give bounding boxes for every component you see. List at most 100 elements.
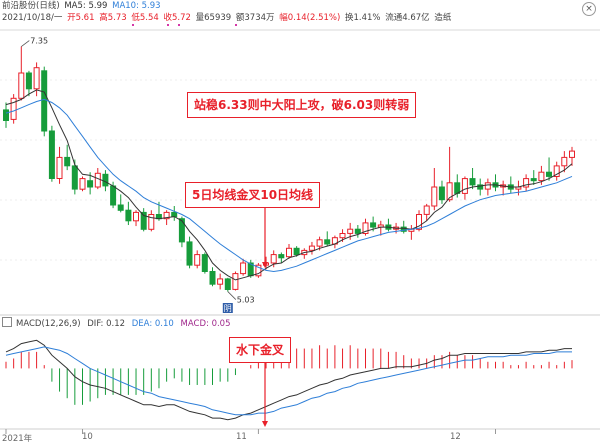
candle-body [71,165,78,190]
candle-body [546,171,552,177]
annotation-middle-arrow-head [262,262,268,268]
date-tick: 2021年 [2,434,33,444]
event-marker [167,24,169,26]
candle-body [347,228,354,234]
candle-body [523,178,530,188]
float-cap-label: 流通4.67亿 [385,13,430,23]
candle-body [140,211,147,230]
candle-body [339,233,346,239]
close-label: 收5.72 [163,13,191,23]
candle-body [477,184,484,190]
candle-body [56,156,63,179]
header-line-1: 前沿股份(日线) MA5: 5.99 MA10: 5.93 [2,1,163,12]
annotation-bottom: 水下金叉 [229,337,292,363]
candle-body [232,273,239,290]
ma10-label: MA10: 5.93 [112,1,161,11]
low-price-pointer [227,291,237,300]
candle-body [270,254,277,264]
candle-body [125,209,132,222]
candle-body [416,214,422,230]
ma5-line [5,89,573,281]
candle-body [102,173,109,187]
candle-body [217,278,224,285]
date-tick: 11 [236,432,247,442]
candle-body [3,109,9,122]
candle-body [48,130,55,179]
dea-line [5,346,572,416]
low-label: 低5.54 [131,13,159,23]
candle-body [461,178,468,194]
macd-title: MACD(12,26,9) [16,319,81,329]
candle-body [18,72,25,99]
chart-header: 前沿股份(日线) MA5: 5.99 MA10: 5.93 2021/10/18… [0,0,600,30]
candle-body [278,254,285,259]
candle-body [553,165,560,177]
candle-body [64,156,71,167]
candle-body [171,211,178,218]
candle-body [148,214,155,230]
event-marker [132,24,134,26]
ma5-label: MA5: 5.99 [64,1,108,11]
candle-body [79,178,86,190]
candle-body [133,211,139,222]
candle-body [224,278,231,290]
change-label: 幅0.14(2.51%) [279,13,341,23]
candle-body [454,182,461,194]
volume-label: 量65939 [195,13,232,23]
candle-body [293,247,300,256]
candle-body [370,222,377,228]
date-label: 2021/10/18/一 [2,13,63,23]
macd-toggle-box[interactable] [2,317,12,327]
amount-label: 额3734万 [235,13,275,23]
candle-body [446,182,453,201]
date-axis: 2021年 10 11 12 [0,430,600,444]
candle-body [431,186,438,207]
dea-label: DEA: 0.10 [131,319,174,329]
high-price-label: 7.35 [30,37,48,46]
date-tick: 10 [82,432,93,442]
annotation-bottom-arrow-head [262,421,268,427]
candle-body [209,271,216,285]
candle-body [530,178,537,182]
candle-body [87,180,94,188]
candle-body [469,178,476,186]
candle-body [362,222,369,234]
candle-body [25,72,32,90]
candle-body [110,185,117,206]
macd-value-label: MACD: 0.05 [180,319,231,329]
sector-label: 造纸 [434,13,452,23]
candle-body [33,67,40,90]
open-label: 开5.61 [67,13,95,23]
candle-body [41,70,48,132]
high-price-pointer [21,40,30,47]
annotation-middle: 5日均线金叉10日均线 [185,182,321,208]
candle-body [117,204,124,211]
marker-badge [222,303,233,313]
dif-line [5,339,572,421]
annotation-top: 站稳6.33则中大阳上攻，破6.03则转弱 [187,92,417,118]
ma10-line [5,98,573,273]
candle-body [163,211,170,220]
candle-body [308,245,315,251]
candle-body [484,182,491,190]
candle-body [316,239,323,247]
candle-body [569,150,575,158]
candle-body [10,97,17,120]
candle-body [186,241,193,266]
candle-body [423,205,430,215]
high-label: 高5.73 [99,13,127,23]
date-tick: 12 [450,432,461,442]
candle-body [286,247,292,258]
macd-header: MACD(12,26,9) DIF: 0.12 DEA: 0.10 MACD: … [0,317,600,329]
close-icon[interactable]: × [582,2,596,16]
header-line-2: 2021/10/18/一 开5.61 高5.73 低5.54 收5.72 量65… [2,13,453,24]
low-price-label: 5.03 [237,296,255,305]
turnover-label: 换1.41% [344,13,381,23]
dif-label: DIF: 0.12 [87,319,126,329]
stock-title: 前沿股份(日线) [2,1,60,11]
candle-body [354,228,361,234]
candle-body [194,254,201,266]
candle-body [178,218,185,243]
